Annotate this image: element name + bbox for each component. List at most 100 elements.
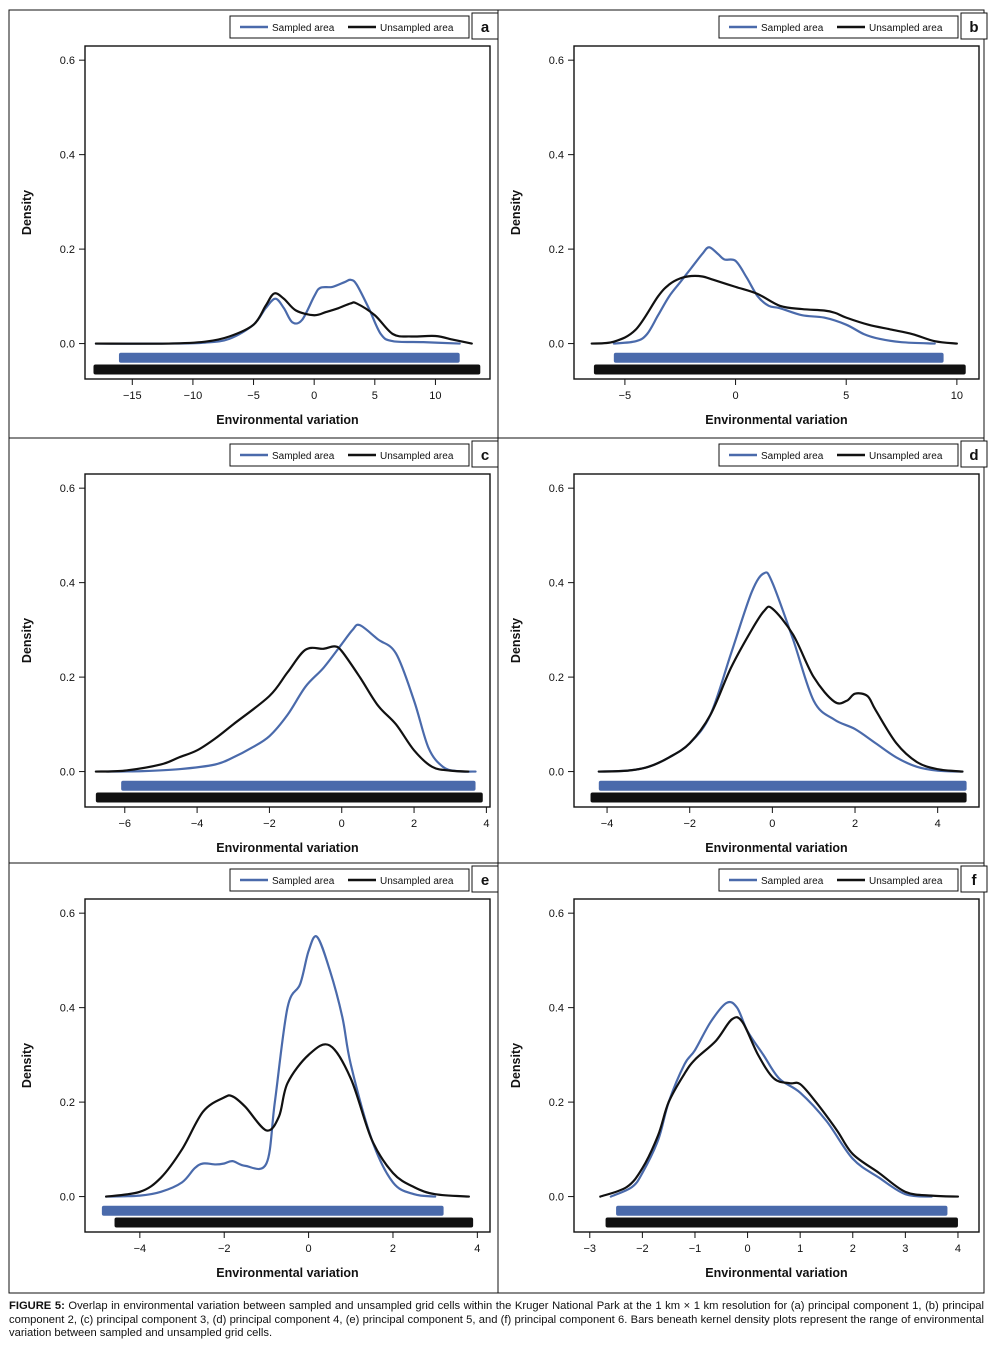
range-bar-unsampled: [605, 1217, 958, 1228]
x-tick-label: 0: [311, 390, 317, 402]
x-tick-label: 2: [852, 818, 858, 830]
plot-area-a: [84, 45, 491, 380]
range-bar-sampled: [118, 352, 460, 363]
legend-label-unsampled: Unsampled area: [380, 23, 454, 34]
y-tick-label: 0.0: [549, 767, 564, 779]
x-tick-label: −4: [191, 818, 204, 830]
y-axis-label: Density: [509, 190, 523, 235]
x-axis-label: Environmental variation: [216, 413, 358, 427]
y-tick-label: 0.6: [60, 55, 75, 67]
range-bar-unsampled: [590, 792, 967, 803]
x-tick-label: −5: [619, 390, 632, 402]
range-bar-unsampled: [114, 1217, 474, 1228]
legend-label-sampled: Sampled area: [761, 876, 824, 887]
x-tick-label: 10: [951, 390, 963, 402]
y-tick-label: 0.6: [60, 483, 75, 495]
panel-letter: e: [481, 872, 489, 889]
y-tick-label: 0.2: [60, 1097, 75, 1109]
x-tick-label: −5: [247, 390, 260, 402]
range-bar-unsampled: [93, 364, 481, 375]
range-bar-sampled: [598, 780, 967, 791]
density-curve-unsampled: [94, 292, 473, 345]
y-tick-label: 0.6: [549, 908, 564, 920]
x-tick-label: 10: [429, 390, 441, 402]
plot-area-c: [84, 473, 491, 808]
y-tick-label: 0.2: [549, 1097, 564, 1109]
y-tick-label: 0.0: [549, 1192, 564, 1204]
x-axis-label: Environmental variation: [216, 841, 358, 855]
x-tick-label: −6: [119, 818, 132, 830]
panel-c: 0.0 0.2 0.4 0.6 −6 −4 −2 0 2 4 Environmental varia…: [20, 440, 499, 855]
x-tick-label: −10: [184, 390, 203, 402]
x-axis-label: Environmental variation: [216, 1266, 358, 1280]
y-tick-label: 0.4: [60, 578, 75, 590]
x-tick-label: 5: [843, 390, 849, 402]
legend-label-unsampled: Unsampled area: [869, 876, 943, 887]
panel-e: 0.0 0.2 0.4 0.6 −4 −2 0 2 4 Environmental variati…: [20, 865, 499, 1280]
legend-label-unsampled: Unsampled area: [380, 876, 454, 887]
y-tick-label: 0.0: [60, 339, 75, 351]
legend-label-sampled: Sampled area: [272, 451, 335, 462]
range-bar-sampled: [121, 780, 476, 791]
x-tick-label: 0: [732, 390, 738, 402]
panel-letter: f: [972, 872, 978, 889]
x-axis-label: Environmental variation: [705, 1266, 847, 1280]
caption-text: Overlap in environmental variation betwe…: [9, 1300, 984, 1340]
y-tick-label: 0.2: [60, 672, 75, 684]
x-tick-label: 4: [474, 1243, 480, 1255]
x-tick-label: 4: [483, 818, 489, 830]
panel-letter-box: [471, 440, 499, 468]
density-curve-unsampled: [597, 605, 964, 773]
y-tick-label: 0.0: [60, 767, 75, 779]
x-tick-label: −1: [689, 1243, 702, 1255]
x-tick-label: 0: [339, 818, 345, 830]
y-tick-label: 0.2: [549, 672, 564, 684]
x-tick-label: 1: [797, 1243, 803, 1255]
density-curve-unsampled: [599, 1016, 960, 1198]
x-tick-label: 2: [850, 1243, 856, 1255]
legend-label-sampled: Sampled area: [272, 876, 335, 887]
panel-letter-box: [471, 12, 499, 40]
density-curve-sampled: [597, 571, 964, 773]
x-tick-label: −4: [601, 818, 614, 830]
density-curve-sampled: [94, 278, 461, 345]
y-tick-label: 0.2: [60, 244, 75, 256]
x-tick-label: −2: [218, 1243, 231, 1255]
legend-label-unsampled: Unsampled area: [869, 23, 943, 34]
y-tick-label: 0.0: [60, 1192, 75, 1204]
panel-letter: d: [969, 447, 978, 464]
x-tick-label: −15: [123, 390, 142, 402]
panel-d: 0.0 0.2 0.4 0.6 −4 −2 0 2 4 Environmental variati…: [509, 440, 988, 855]
y-axis-label: Density: [509, 1043, 523, 1088]
x-tick-label: 2: [411, 818, 417, 830]
figure-caption: FIGURE 5: Overlap in environmental varia…: [9, 1300, 984, 1341]
density-curve-unsampled: [94, 645, 470, 773]
x-tick-label: −2: [263, 818, 276, 830]
y-tick-label: 0.0: [549, 339, 564, 351]
y-axis-label: Density: [20, 190, 34, 235]
y-tick-label: 0.4: [60, 1003, 75, 1015]
y-tick-label: 0.4: [549, 150, 564, 162]
x-axis-label: Environmental variation: [705, 841, 847, 855]
range-bar-unsampled: [95, 792, 483, 803]
y-tick-label: 0.6: [549, 483, 564, 495]
plot-area-f: [573, 898, 980, 1233]
x-tick-label: −4: [134, 1243, 147, 1255]
y-tick-label: 0.6: [60, 908, 75, 920]
panel-letter-box: [960, 440, 988, 468]
x-tick-label: 4: [935, 818, 941, 830]
caption-label: FIGURE 5:: [9, 1300, 65, 1312]
y-axis-label: Density: [20, 1043, 34, 1088]
panel-letter: a: [481, 19, 490, 36]
density-curve-sampled: [609, 1000, 933, 1198]
x-tick-label: 3: [902, 1243, 908, 1255]
x-axis-label: Environmental variation: [705, 413, 847, 427]
x-tick-label: 5: [372, 390, 378, 402]
range-bar-sampled: [613, 352, 944, 363]
panel-letter-box: [960, 865, 988, 893]
panel-letter: c: [481, 447, 489, 464]
panel-letter-box: [471, 865, 499, 893]
density-curve-unsampled: [104, 1043, 471, 1198]
figure-frame: [8, 9, 985, 1294]
